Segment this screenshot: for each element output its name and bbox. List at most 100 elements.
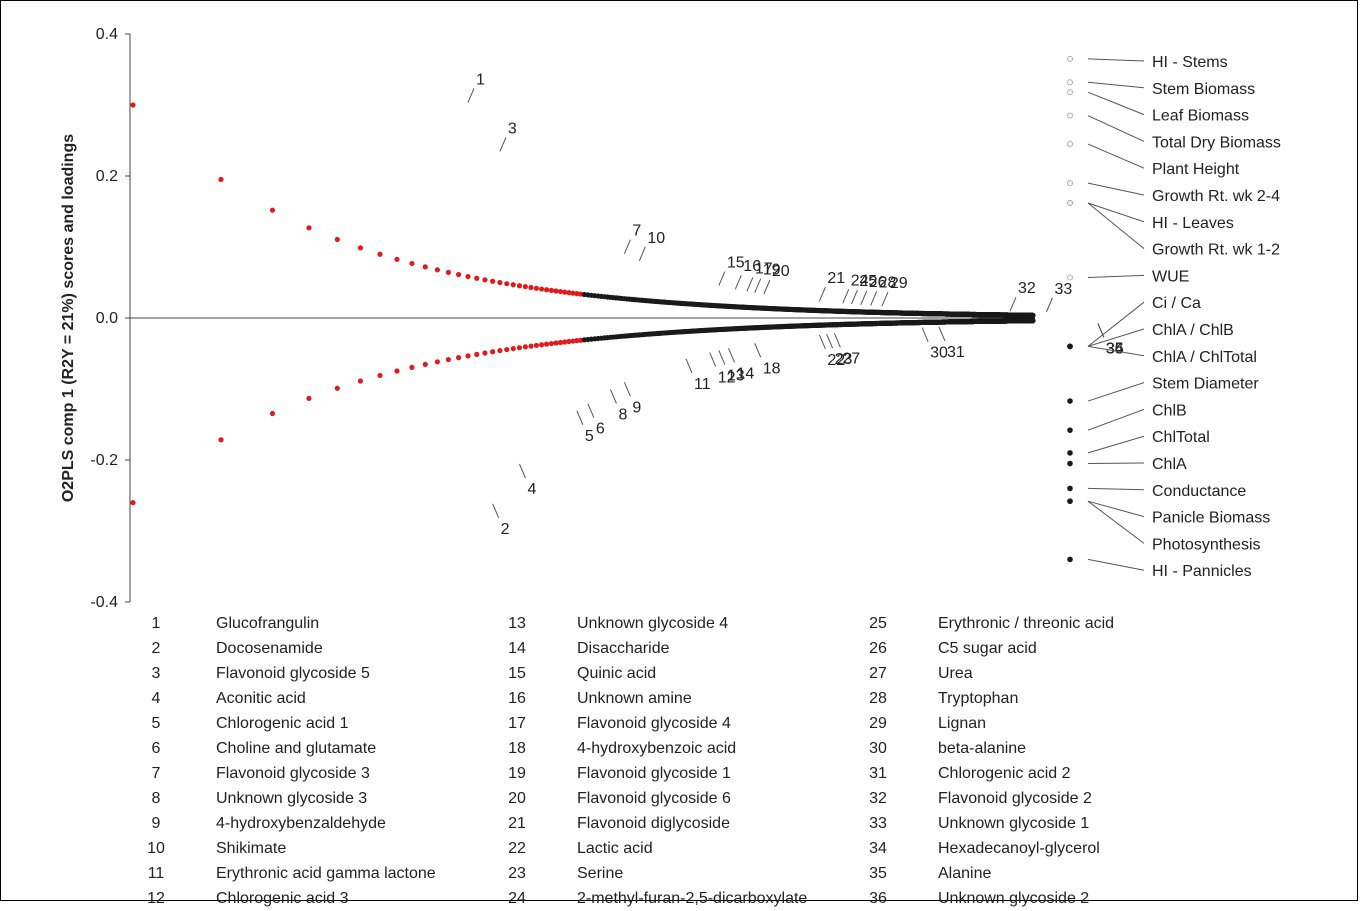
score-point <box>445 269 452 275</box>
point-label-28: 28 <box>879 274 897 291</box>
y-tick-label: 0.4 <box>96 26 118 43</box>
trait-dot <box>1067 485 1073 492</box>
trait-dot <box>1067 450 1073 456</box>
key-name: Chlorogenic acid 2 <box>938 765 1071 782</box>
trait-leader-line <box>1087 328 1145 347</box>
key-number: 9 <box>151 815 161 832</box>
score-point <box>548 340 554 347</box>
trait-leader-line <box>1087 202 1145 249</box>
score-point <box>269 207 276 213</box>
score-point <box>334 236 340 243</box>
key-number: 28 <box>869 690 887 707</box>
score-point <box>455 271 462 278</box>
score-point <box>218 176 224 183</box>
point-label-27: 27 <box>842 350 860 367</box>
point-label-25: 25 <box>859 273 877 290</box>
key-name: Shikimate <box>216 840 287 857</box>
y-axis-label: O2PLS comp 1 (R2Y = 21%) scores and load… <box>60 134 77 502</box>
trait-dot <box>1067 199 1073 206</box>
key-name: Glucofrangulin <box>216 615 320 632</box>
trait-leader-line <box>1087 500 1145 518</box>
trait-leader-line <box>1087 382 1145 402</box>
score-point <box>445 356 452 363</box>
trait-label: WUE <box>1152 268 1189 285</box>
key-number: 14 <box>508 640 526 657</box>
trait-leader-line <box>1087 462 1145 465</box>
score-point <box>474 275 480 281</box>
key-number: 36 <box>869 890 887 907</box>
key-number: 33 <box>869 815 887 832</box>
score-point <box>269 410 276 417</box>
key-name: Flavonoid glycoside 4 <box>577 715 731 732</box>
score-point <box>482 277 488 283</box>
label-leader-line <box>921 327 929 342</box>
trait-label: Stem Diameter <box>1152 376 1259 393</box>
trait-leader-line <box>1087 487 1145 491</box>
key-number: 1 <box>151 615 161 632</box>
point-label-4: 4 <box>527 481 536 498</box>
point-label-8: 8 <box>618 406 627 423</box>
label-leader-line <box>746 277 754 292</box>
score-point <box>557 339 564 346</box>
point-label-20: 20 <box>772 263 790 280</box>
label-leader-line <box>833 333 841 348</box>
score-point <box>490 349 496 355</box>
key-number: 34 <box>869 840 887 857</box>
trait-label: Photosynthesis <box>1152 536 1261 553</box>
y-tick-label: 0.0 <box>96 310 118 327</box>
score-point <box>570 290 576 296</box>
label-leader-line <box>728 348 735 363</box>
point-label-26: 26 <box>869 274 887 291</box>
trait-leader-line <box>1087 301 1145 347</box>
key-name: C5 sugar acid <box>938 640 1037 657</box>
trait-label: Stem Biomass <box>1152 81 1255 98</box>
trait-dot <box>1067 343 1073 350</box>
key-name: Serine <box>577 865 624 882</box>
score-point <box>574 338 580 344</box>
key-name: Erythronic acid gamma lactone <box>216 865 436 882</box>
label-leader-line <box>609 389 617 404</box>
score-point <box>434 267 440 273</box>
key-number: 15 <box>508 665 526 682</box>
point-label-36: 36 <box>1106 340 1124 357</box>
key-name: 4-hydroxybenzoic acid <box>577 740 737 757</box>
key-number: 18 <box>508 740 526 757</box>
label-leader-line <box>870 291 878 306</box>
label-leader-line <box>718 271 726 286</box>
point-label-5: 5 <box>585 428 594 445</box>
label-leader-line <box>1097 323 1105 338</box>
trait-label: Ci / Ca <box>1152 295 1201 312</box>
trait-label: ChlTotal <box>1152 429 1210 446</box>
trait-label: Conductance <box>1152 483 1246 500</box>
y-tick-label: -0.4 <box>90 594 118 611</box>
trait-leader-line <box>1087 435 1145 454</box>
score-point <box>130 500 136 506</box>
point-label-16: 16 <box>743 258 761 275</box>
trait-leader-line <box>1087 91 1145 116</box>
label-leader-line <box>718 350 726 365</box>
label-leader-line <box>685 358 693 374</box>
score-point <box>539 342 545 348</box>
key-name: Chlorogenic acid 3 <box>216 890 349 907</box>
key-name: Lignan <box>938 715 987 732</box>
score-point <box>377 372 383 379</box>
trait-leader-line <box>1087 408 1145 431</box>
score-point <box>562 339 568 345</box>
point-label-32: 32 <box>1018 280 1036 297</box>
score-point <box>218 437 224 443</box>
score-point <box>516 345 523 351</box>
trait-dot <box>1067 89 1073 96</box>
label-leader-line <box>492 503 500 518</box>
trait-leader-line <box>1087 500 1145 544</box>
label-leader-line <box>754 343 762 358</box>
key-number: 11 <box>147 865 165 882</box>
trait-label: Growth Rt. wk 1-2 <box>1152 242 1280 259</box>
key-number: 12 <box>147 890 165 907</box>
key-name: 2-methyl-furan-2,5-dicarboxylate <box>577 890 808 907</box>
label-leader-line <box>754 278 762 293</box>
label-leader-line <box>860 290 868 305</box>
score-point <box>566 290 572 296</box>
key-name: 4-hydroxybenzaldehyde <box>216 815 386 832</box>
